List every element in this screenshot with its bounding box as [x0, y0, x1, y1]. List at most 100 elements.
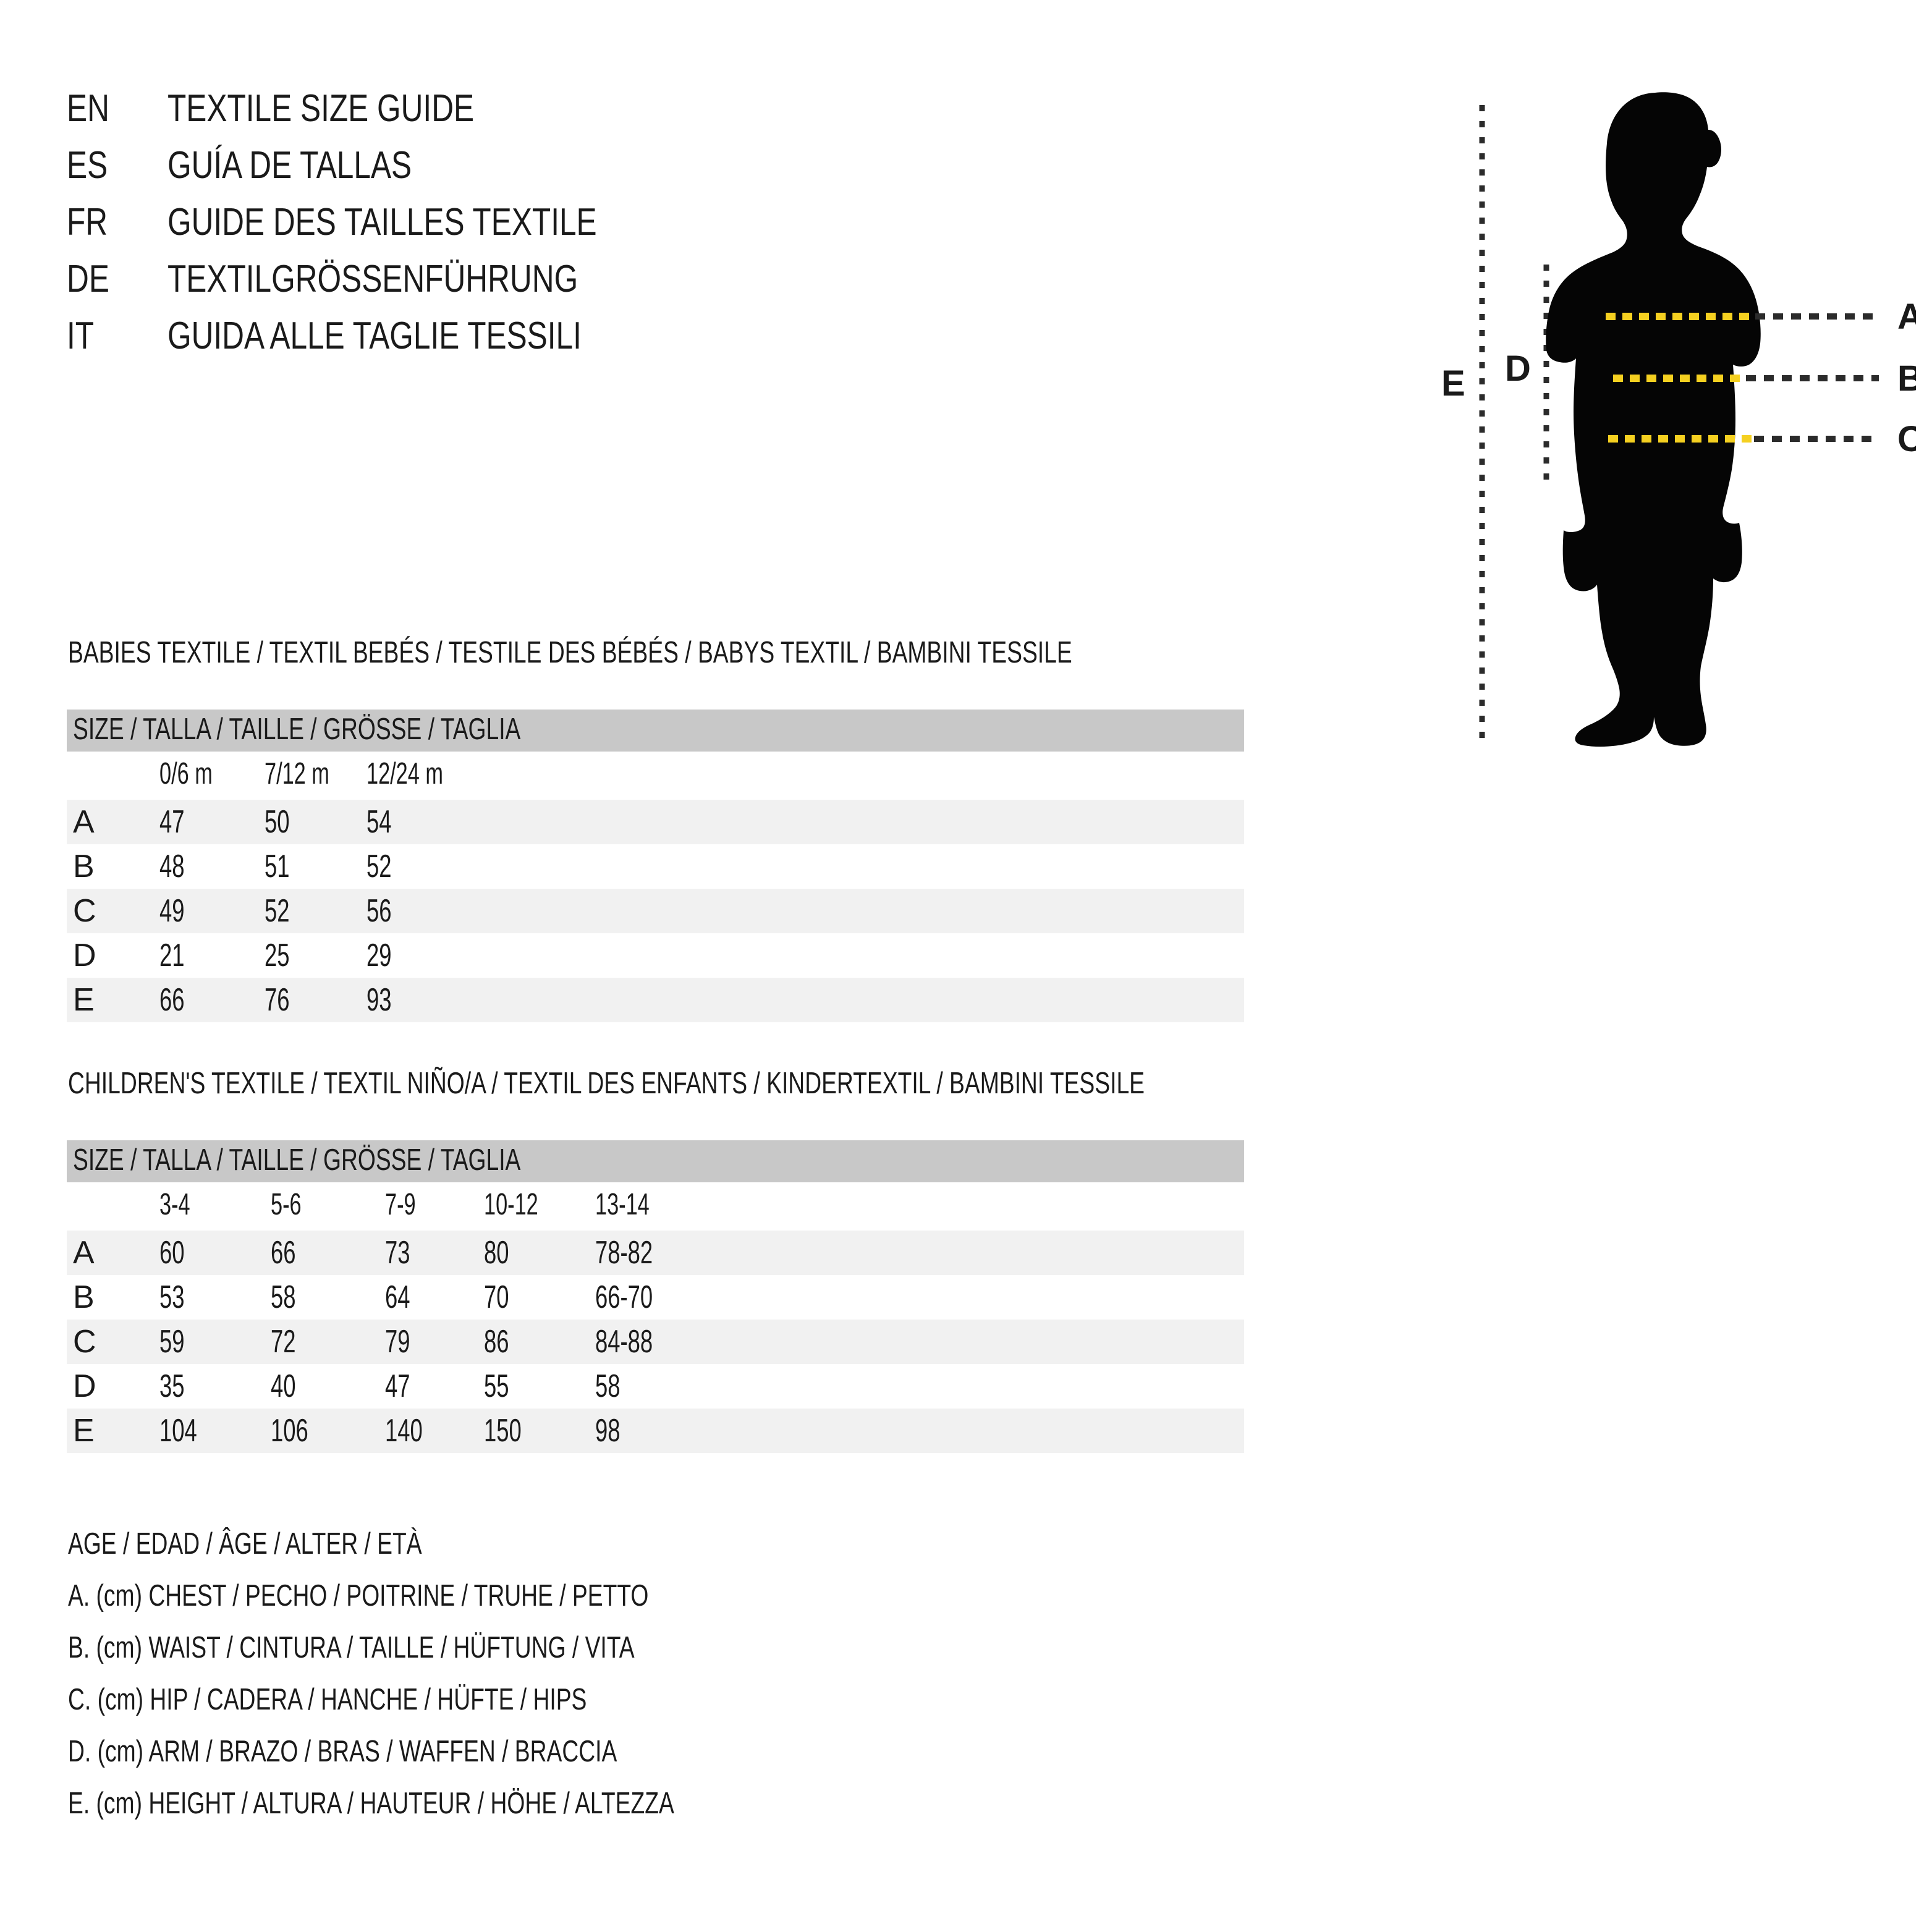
table-cell: 53: [159, 1279, 185, 1315]
table-cell: 52: [366, 849, 392, 884]
measurement-legend: AGE / EDAD / ÂGE / ALTER / ETÀ A. (cm) C…: [68, 1527, 1119, 1838]
table-row: D 35 40 47 55 58: [67, 1364, 1244, 1409]
row-label: B: [73, 849, 95, 884]
table-cell: 40: [271, 1368, 296, 1404]
table-row: A 47 50 54: [67, 800, 1244, 844]
babies-band-label: SIZE / TALLA / TAILLE / GRÖSSE / TAGLIA: [73, 713, 521, 746]
children-column-header: 7-9: [385, 1188, 416, 1221]
table-cell: 66-70: [595, 1279, 653, 1315]
measurement-figure-diagram: A B C D E: [1409, 62, 1916, 760]
table-cell: 66: [271, 1235, 296, 1271]
table-cell: 86: [484, 1324, 509, 1360]
table-cell: 104: [159, 1413, 197, 1449]
language-code: EN: [67, 87, 109, 130]
language-title-block: EN TEXTILE SIZE GUIDE ES GUÍA DE TALLAS …: [67, 87, 932, 371]
table-row: A 60 66 73 80 78-82: [67, 1231, 1244, 1275]
children-column-header: 13-14: [595, 1188, 650, 1221]
row-label: D: [73, 1368, 96, 1404]
table-cell: 56: [366, 893, 392, 929]
table-row: B 48 51 52: [67, 844, 1244, 889]
legend-item-d: D. (cm) ARM / BRAZO / BRAS / WAFFEN / BR…: [68, 1735, 617, 1768]
table-cell: 47: [385, 1368, 410, 1404]
children-column-header: 3-4: [159, 1188, 190, 1221]
language-code: IT: [67, 315, 95, 357]
table-cell: 93: [366, 982, 392, 1018]
table-cell: 76: [265, 982, 290, 1018]
children-band-label: SIZE / TALLA / TAILLE / GRÖSSE / TAGLIA: [73, 1143, 521, 1177]
legend-item-a: A. (cm) CHEST / PECHO / POITRINE / TRUHE…: [68, 1579, 649, 1612]
figure-label-d: D: [1505, 349, 1531, 389]
figure-label-c: C: [1897, 419, 1916, 459]
row-label: E: [73, 1413, 95, 1449]
table-row: B 53 58 64 70 66-70: [67, 1275, 1244, 1320]
table-cell: 47: [159, 804, 185, 840]
language-row: ES GUÍA DE TALLAS: [67, 143, 932, 200]
row-label: D: [73, 938, 96, 973]
table-cell: 140: [385, 1413, 423, 1449]
table-cell: 54: [366, 804, 392, 840]
table-row: C 49 52 56: [67, 889, 1244, 933]
legend-age-line: AGE / EDAD / ÂGE / ALTER / ETÀ: [68, 1527, 422, 1561]
children-column-headers: 3-4 5-6 7-9 10-12 13-14: [67, 1182, 1244, 1231]
language-title: GUIDE DES TAILLES TEXTILE: [167, 201, 597, 244]
row-label: A: [73, 804, 95, 840]
table-cell: 60: [159, 1235, 185, 1271]
language-code: FR: [67, 201, 108, 244]
language-row: DE TEXTILGRÖSSENFÜHRUNG: [67, 257, 932, 314]
table-cell: 50: [265, 804, 290, 840]
legend-item-c: C. (cm) HIP / CADERA / HANCHE / HÜFTE / …: [68, 1683, 587, 1716]
table-cell: 52: [265, 893, 290, 929]
children-size-table: SIZE / TALLA / TAILLE / GRÖSSE / TAGLIA …: [67, 1140, 1244, 1453]
table-cell: 78-82: [595, 1235, 653, 1271]
children-column-header: 10-12: [484, 1188, 538, 1221]
row-label: C: [73, 893, 96, 929]
table-cell: 58: [271, 1279, 296, 1315]
babies-table-band: SIZE / TALLA / TAILLE / GRÖSSE / TAGLIA: [67, 710, 1244, 752]
language-title: GUÍA DE TALLAS: [167, 144, 412, 187]
language-code: DE: [67, 258, 109, 300]
language-code: ES: [67, 144, 108, 187]
table-cell: 150: [484, 1413, 522, 1449]
row-label: B: [73, 1279, 95, 1315]
babies-column-header: 0/6 m: [159, 757, 213, 790]
table-row: E 104 106 140 150 98: [67, 1409, 1244, 1453]
table-cell: 21: [159, 938, 185, 973]
table-cell: 55: [484, 1368, 509, 1404]
table-cell: 84-88: [595, 1324, 653, 1360]
babies-size-table: SIZE / TALLA / TAILLE / GRÖSSE / TAGLIA …: [67, 710, 1244, 1022]
table-cell: 66: [159, 982, 185, 1018]
children-column-header: 5-6: [271, 1188, 302, 1221]
legend-item-b: B. (cm) WAIST / CINTURA / TAILLE / HÜFTU…: [68, 1631, 635, 1664]
child-silhouette-icon: [1546, 92, 1761, 747]
language-row: IT GUIDA ALLE TAGLIE TESSILI: [67, 314, 932, 371]
table-cell: 80: [484, 1235, 509, 1271]
row-label: C: [73, 1324, 96, 1360]
table-cell: 49: [159, 893, 185, 929]
table-cell: 35: [159, 1368, 185, 1404]
language-row: FR GUIDE DES TAILLES TEXTILE: [67, 200, 932, 257]
figure-label-a: A: [1897, 297, 1916, 337]
table-cell: 59: [159, 1324, 185, 1360]
legend-item-e: E. (cm) HEIGHT / ALTURA / HAUTEUR / HÖHE…: [68, 1787, 674, 1820]
babies-section-title: BABIES TEXTILE / TEXTIL BEBÉS / TESTILE …: [68, 636, 1072, 669]
language-title: TEXTILE SIZE GUIDE: [167, 87, 475, 130]
children-section-title: CHILDREN'S TEXTILE / TEXTIL NIÑO/A / TEX…: [68, 1067, 1145, 1100]
language-row: EN TEXTILE SIZE GUIDE: [67, 87, 932, 143]
language-title: GUIDA ALLE TAGLIE TESSILI: [167, 315, 582, 357]
table-cell: 29: [366, 938, 392, 973]
babies-column-header: 7/12 m: [265, 757, 329, 790]
figure-label-e: E: [1441, 363, 1465, 404]
table-cell: 51: [265, 849, 290, 884]
table-cell: 106: [271, 1413, 308, 1449]
table-row: C 59 72 79 86 84-88: [67, 1320, 1244, 1364]
table-cell: 70: [484, 1279, 509, 1315]
table-cell: 73: [385, 1235, 410, 1271]
babies-column-header: 12/24 m: [366, 757, 443, 790]
table-cell: 79: [385, 1324, 410, 1360]
table-row: D 21 25 29: [67, 933, 1244, 978]
table-row: E 66 76 93: [67, 978, 1244, 1022]
table-cell: 72: [271, 1324, 296, 1360]
table-cell: 64: [385, 1279, 410, 1315]
row-label: E: [73, 982, 95, 1018]
table-cell: 98: [595, 1413, 621, 1449]
